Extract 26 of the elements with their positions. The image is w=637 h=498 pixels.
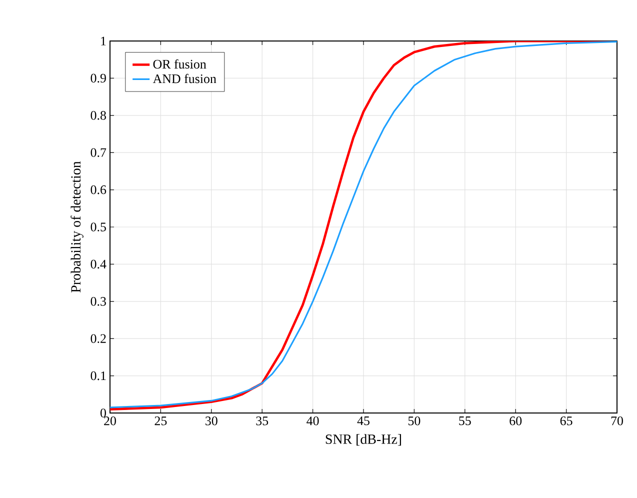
- x-tick-label: 45: [357, 416, 370, 426]
- x-tick-label: 65: [560, 416, 572, 426]
- legend-label: AND fusion: [152, 74, 216, 84]
- x-tick-label: 20: [104, 416, 116, 426]
- x-tick-label: 30: [206, 416, 218, 426]
- y-tick-label: 0.8: [90, 111, 106, 120]
- y-tick-label: 0.6: [90, 185, 106, 194]
- y-axis-title: Probability of detection: [70, 161, 84, 292]
- x-tick-label: 35: [256, 416, 268, 426]
- y-tick-label: 0.1: [90, 371, 106, 380]
- y-tick-label: 0.7: [90, 148, 106, 157]
- x-axis-title: SNR [dB-Hz]: [326, 434, 401, 446]
- y-tick-label: 0.3: [90, 297, 106, 306]
- x-tick-label: 55: [459, 416, 471, 426]
- y-tick-label: 0.4: [90, 260, 106, 269]
- x-tick-label: 60: [510, 416, 522, 426]
- y-tick-label: 0.5: [90, 222, 106, 232]
- x-tick-label: 50: [408, 416, 420, 426]
- y-tick-label: 0: [100, 408, 106, 418]
- x-tick-label: 25: [154, 416, 167, 426]
- y-tick-label: 1: [101, 36, 106, 46]
- legend-label: OR fusion: [153, 59, 206, 69]
- x-tick-label: 70: [611, 416, 623, 426]
- x-tick-label: 40: [306, 416, 319, 426]
- y-tick-label: 0.9: [90, 74, 106, 83]
- y-tick-label: 0.2: [90, 334, 106, 343]
